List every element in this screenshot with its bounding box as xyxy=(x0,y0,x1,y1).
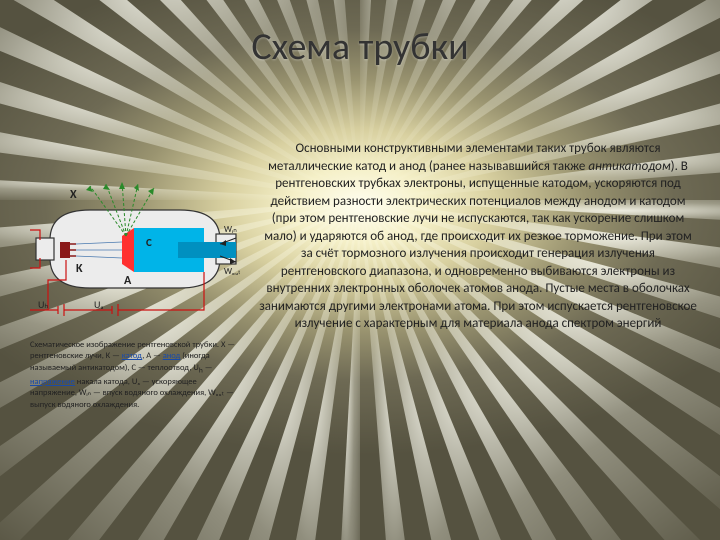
caption-text-2: , А — xyxy=(142,351,163,361)
label-x: X xyxy=(70,188,77,202)
label-uh: Uₕ xyxy=(38,298,48,311)
label-c: C xyxy=(146,236,152,249)
label-a: A xyxy=(124,274,132,288)
caption-dash: — xyxy=(203,363,213,373)
cathode xyxy=(60,242,76,258)
page-title: Схема трубки xyxy=(0,24,720,70)
link-anode[interactable]: анод xyxy=(163,351,181,361)
link-voltage[interactable]: напряжение xyxy=(30,377,75,387)
xray-tube-diagram: C X K A Uₕ Uₐ Wᵢₙ Wₒᵤₜ xyxy=(30,180,240,320)
cathode-neck xyxy=(36,238,54,260)
label-k: K xyxy=(76,262,83,276)
label-win: Wᵢₙ xyxy=(224,224,237,235)
body-paragraph: Основными конструктивными элементами так… xyxy=(258,140,698,333)
label-wout: Wₒᵤₜ xyxy=(224,266,240,277)
link-cathode[interactable]: катод xyxy=(122,351,142,361)
label-ua: Uₐ xyxy=(94,298,104,311)
diagram-caption: Схематическое изображение рентгеновской … xyxy=(30,340,240,411)
